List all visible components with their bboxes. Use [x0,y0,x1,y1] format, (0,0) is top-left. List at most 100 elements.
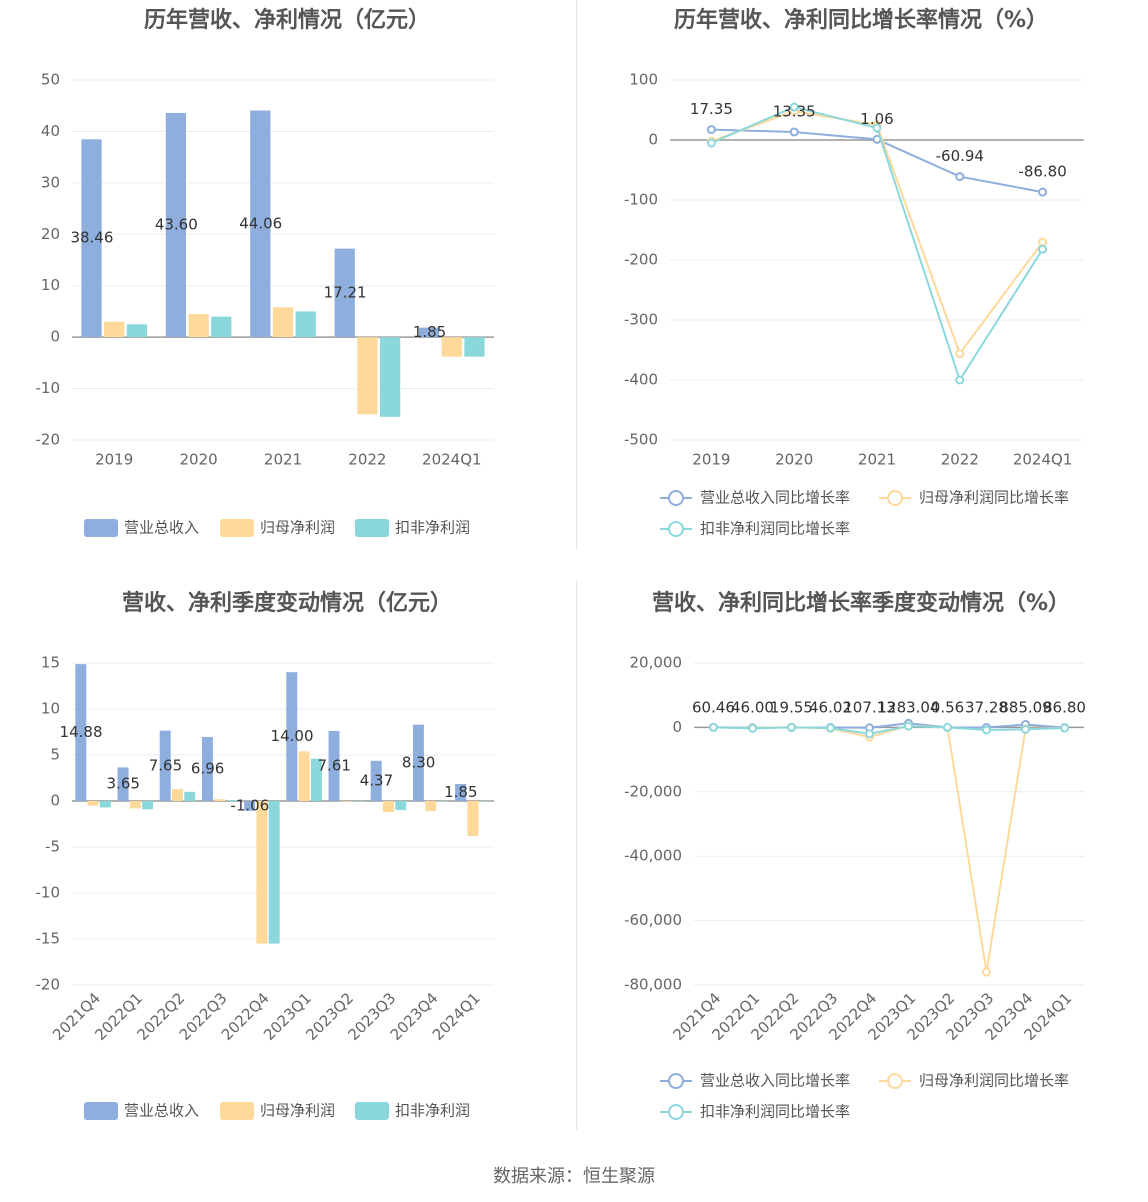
x-tick-label: 2024Q1 [422,451,482,469]
bar [464,337,485,357]
chart-panel-annual-growth: 历年营收、净利同比增长率情况（%） 100 0 -100 -200 -300 -400 -5… [574,0,1148,580]
data-point [865,729,874,739]
legend-swatch [220,1102,254,1120]
x-tick-label: 2024Q1 [429,989,484,1044]
y-tick-label: 0 [50,792,60,810]
data-source-note: 数据来源：恒生聚源 [493,1166,655,1187]
bar [437,801,449,802]
bar [87,801,99,806]
bar [81,139,102,338]
legend-label: 归母净利润同比增长率 [919,489,1069,507]
data-point [955,375,965,385]
data-point [955,349,965,359]
bar [357,337,378,415]
bar [165,112,187,338]
y-tick-label: 20,000 [630,654,683,672]
legend-swatch [84,1102,118,1120]
data-point [1060,723,1069,733]
bar [425,801,437,812]
data-point [872,123,882,133]
legend-label: 营业总收入 [124,1102,199,1120]
bar [479,801,491,802]
y-tick-label: 10 [41,276,60,294]
bar [295,311,316,338]
data-label: 38.46 [70,229,113,247]
y-tick-label: 50 [41,71,60,89]
bar [250,110,271,338]
data-point [787,722,796,732]
chart-title: 营收、净利同比增长率季度变动情况（%） [651,591,1071,616]
y-tick-label: -40,000 [624,847,682,865]
y-tick-label: -80,000 [624,976,682,994]
data-point [1021,724,1030,734]
data-label: 14.00 [271,727,314,745]
y-tick-label: 0 [648,131,658,149]
data-point [982,967,991,977]
y-tick-label: -60,000 [624,911,682,929]
data-label: 6.96 [191,759,224,777]
x-tick-label: 2022 [941,451,979,469]
bar [272,307,294,338]
annual-bar-chart: 50 40 30 20 10 0 -10 -20 2019 2020 2021 2022 2024Q1 3… [36,71,494,537]
x-tick-label: 2019 [95,451,133,469]
bar [340,801,352,802]
data-label: -60.94 [936,147,984,165]
data-label: 37.28 [965,699,1008,717]
y-tick-label: -10 [36,884,61,902]
y-tick-label: 15 [41,654,60,672]
bar [99,801,111,808]
data-point [1038,237,1048,247]
series-line [713,724,1065,973]
bar [467,801,479,836]
data-label: 0.56 [931,699,964,717]
data-label: 1.85 [413,323,446,341]
x-tick-label: 2020 [180,451,218,469]
annual-growth-line-chart: 100 0 -100 -200 -300 -400 -500 2019 2020 2021 2022… [624,71,1084,538]
data-point [955,172,965,182]
legend-label: 归母净利润 [260,1102,335,1120]
data-label: -86.80 [1018,163,1066,181]
bar [104,321,125,338]
data-label: 86.80 [1043,699,1086,717]
data-label: 7.65 [149,756,182,774]
data-label: 44.06 [239,214,282,232]
chart-panel-quarterly-growth: 营收、净利同比增长率季度变动情况（%） 20,000 0 -20,000 -40,00… [574,583,1148,1163]
legend-label: 扣非净利润同比增长率 [700,1103,850,1121]
data-label: 60.46 [692,699,735,717]
data-point [748,723,757,733]
bar [395,801,407,811]
y-tick-label: -200 [624,251,658,269]
legend-marker [668,1073,684,1089]
vertical-divider [576,0,577,550]
data-label: 17.21 [324,283,367,301]
data-point [1038,187,1048,197]
data-label: 14.88 [60,723,103,741]
y-tick-label: 20 [41,225,60,243]
legend-label: 归母净利润 [260,519,335,537]
legend-label: 扣非净利润 [395,1102,470,1120]
y-tick-label: -300 [624,311,658,329]
x-tick-label: 2022 [348,451,386,469]
data-label: 7.61 [318,756,351,774]
data-label: 1.85 [444,783,477,801]
bar [256,801,268,944]
series-line [711,105,1044,383]
data-label: 4.37 [360,771,393,789]
series-line [713,725,1065,735]
bar [412,724,424,801]
quarterly-bar-chart: 151050-5-10-15-202021Q42022Q12022Q22022Q… [36,654,494,1120]
data-point [706,138,716,148]
bar [383,801,394,813]
y-tick-label: -20 [36,976,61,994]
y-tick-label: 30 [41,173,60,191]
bar [334,248,355,338]
y-tick-label: -400 [624,371,658,389]
y-tick-label: 40 [41,122,60,140]
bar [244,801,256,811]
data-label: 46.02 [809,699,852,717]
data-point [709,722,718,732]
vertical-divider [576,580,577,1130]
y-tick-label: -15 [36,930,61,948]
y-tick-label: -20,000 [624,782,682,800]
data-point [943,722,952,732]
